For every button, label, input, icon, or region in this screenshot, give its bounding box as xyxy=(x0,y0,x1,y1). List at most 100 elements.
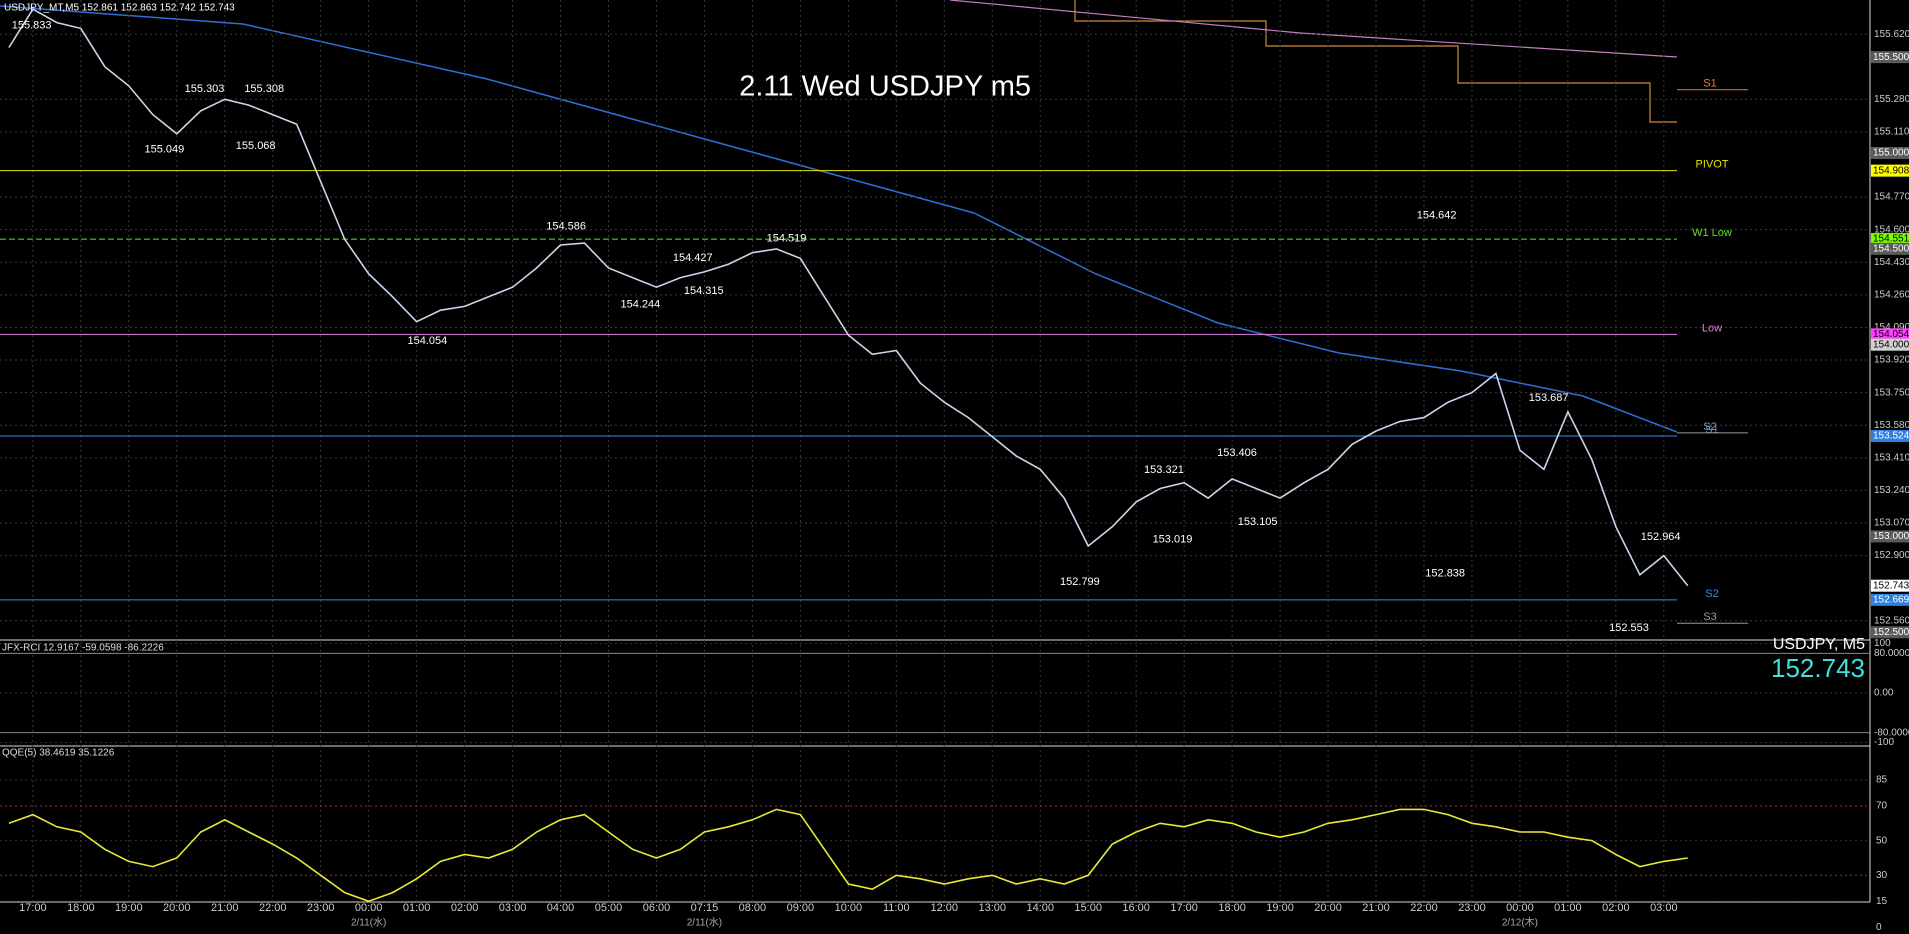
price-tag xyxy=(1871,593,1909,606)
y-tick-label: 153.240 xyxy=(1874,485,1909,496)
swing-label: 153.019 xyxy=(1153,533,1193,545)
swing-label: 152.964 xyxy=(1641,531,1681,543)
y-tick-label: 153.750 xyxy=(1874,387,1909,398)
y-tick-label: 154.430 xyxy=(1874,257,1909,268)
x-tick-label: 22:00 xyxy=(1410,902,1438,914)
y-tick-label: 155.110 xyxy=(1874,127,1909,138)
y-tick-label: 70 xyxy=(1876,801,1888,812)
price-tag-label: 152.669 xyxy=(1873,595,1909,606)
level-label: PIVOT xyxy=(1695,159,1728,171)
level-label: S1 xyxy=(1703,78,1716,90)
moving-average xyxy=(0,5,1678,433)
x-tick-label: 19:00 xyxy=(115,902,143,914)
y-tick-label: 154.260 xyxy=(1874,290,1909,301)
y-tick-label: 153.580 xyxy=(1874,420,1909,431)
y-tick-label: 0 xyxy=(1876,922,1882,933)
date-label: 2/11(水) xyxy=(687,917,722,929)
price-line xyxy=(8,8,1689,587)
x-tick-label: 03:00 xyxy=(499,902,527,914)
x-tick-label: 00:00 xyxy=(355,902,383,914)
indicator-title: JFX-RCI 12.9167 -59.0598 -86.2226 xyxy=(2,643,164,654)
price-tag-label: 154.551 xyxy=(1873,234,1909,245)
price-tag xyxy=(1871,579,1909,592)
price-tag xyxy=(1871,328,1909,341)
x-tick-label: 21:00 xyxy=(211,902,239,914)
y-tick-label: 50 xyxy=(1876,835,1888,846)
x-tick-label: 01:00 xyxy=(1554,902,1582,914)
qqe-line xyxy=(8,808,1688,903)
y-tick-label: -80.0000 xyxy=(1874,727,1909,738)
pivot-step-line xyxy=(1074,0,1677,123)
trend-line xyxy=(949,0,1678,58)
x-tick-label: 02:00 xyxy=(1602,902,1630,914)
x-tick-label: 23:00 xyxy=(307,902,335,914)
y-tick-label: 155.620 xyxy=(1874,29,1909,40)
x-tick-label: 17:00 xyxy=(19,902,47,914)
x-tick-label: 23:00 xyxy=(1458,902,1486,914)
x-tick-label: 20:00 xyxy=(163,902,191,914)
chart-header: USDJPY_MT,M5 152.861 152.863 152.742 152… xyxy=(4,3,235,14)
swing-label: 152.799 xyxy=(1060,576,1100,588)
x-tick-label: 06:00 xyxy=(643,902,671,914)
swing-label: 153.687 xyxy=(1529,392,1569,404)
swing-label: 153.321 xyxy=(1144,464,1184,476)
price-tag-label: 154.000 xyxy=(1873,339,1909,350)
price-tag xyxy=(1871,233,1909,246)
price-tag-label: 152.743 xyxy=(1873,580,1909,591)
level-label: W1 Low xyxy=(1692,227,1732,239)
price-tag xyxy=(1871,626,1909,639)
level-label: S2 xyxy=(1703,421,1716,433)
price-tag xyxy=(1871,51,1909,64)
x-tick-label: 11:00 xyxy=(883,902,910,914)
swing-label: 154.586 xyxy=(546,220,586,232)
price-tag-label: 154.500 xyxy=(1873,243,1909,254)
level-label: S2 xyxy=(1705,588,1718,600)
price-tag-label: 155.500 xyxy=(1873,52,1909,63)
x-tick-label: 19:00 xyxy=(1266,902,1294,914)
price-tag xyxy=(1871,164,1909,177)
x-tick-label: 00:00 xyxy=(1506,902,1534,914)
swing-label: 154.315 xyxy=(684,285,724,297)
swing-label: 154.054 xyxy=(407,335,447,347)
last-price: 152.743 xyxy=(1771,653,1865,683)
y-tick-label: 30 xyxy=(1876,870,1888,881)
y-tick-label: -100 xyxy=(1874,737,1894,748)
y-tick-label: 155.280 xyxy=(1874,94,1909,105)
y-tick-label: 153.410 xyxy=(1874,452,1909,463)
x-tick-label: 08:00 xyxy=(739,902,767,914)
price-tag-label: 154.054 xyxy=(1873,329,1909,340)
price-tag xyxy=(1871,530,1909,543)
swing-label: 152.553 xyxy=(1609,622,1649,634)
price-tag-label: 153.524 xyxy=(1873,431,1909,442)
x-tick-label: 20:00 xyxy=(1314,902,1342,914)
x-tick-label: 05:00 xyxy=(595,902,623,914)
symbol-label: USDJPY, M5 xyxy=(1773,636,1865,653)
y-tick-label: 152.900 xyxy=(1874,550,1909,561)
x-tick-label: 16:00 xyxy=(1122,902,1150,914)
x-tick-label: 10:00 xyxy=(835,902,863,914)
y-tick-label: 154.770 xyxy=(1874,192,1909,203)
x-tick-label: 13:00 xyxy=(978,902,1006,914)
swing-label: 154.519 xyxy=(767,233,807,245)
price-tag xyxy=(1871,429,1909,442)
x-tick-label: 12:00 xyxy=(931,902,959,914)
y-tick-label: 100 xyxy=(1874,638,1891,649)
swing-label: 153.406 xyxy=(1217,447,1257,459)
price-tag-label: 153.000 xyxy=(1873,531,1909,542)
x-tick-label: 18:00 xyxy=(1218,902,1246,914)
x-tick-label: 09:00 xyxy=(787,902,815,914)
indicator-title: QQE(5) 38.4619 35.1226 xyxy=(2,748,115,759)
x-tick-label: 07:15 xyxy=(691,902,719,914)
price-tag-label: 154.908 xyxy=(1873,165,1909,176)
price-tag xyxy=(1871,146,1909,159)
x-tick-label: 03:00 xyxy=(1650,902,1678,914)
swing-label: 155.049 xyxy=(144,144,184,156)
y-tick-label: 154.090 xyxy=(1874,322,1909,333)
x-tick-label: 21:00 xyxy=(1362,902,1390,914)
price-tag-label: 152.500 xyxy=(1873,627,1909,638)
swing-label: 155.833 xyxy=(12,19,52,31)
swing-label: 155.068 xyxy=(236,140,276,152)
y-tick-label: 80.0000 xyxy=(1874,648,1909,659)
